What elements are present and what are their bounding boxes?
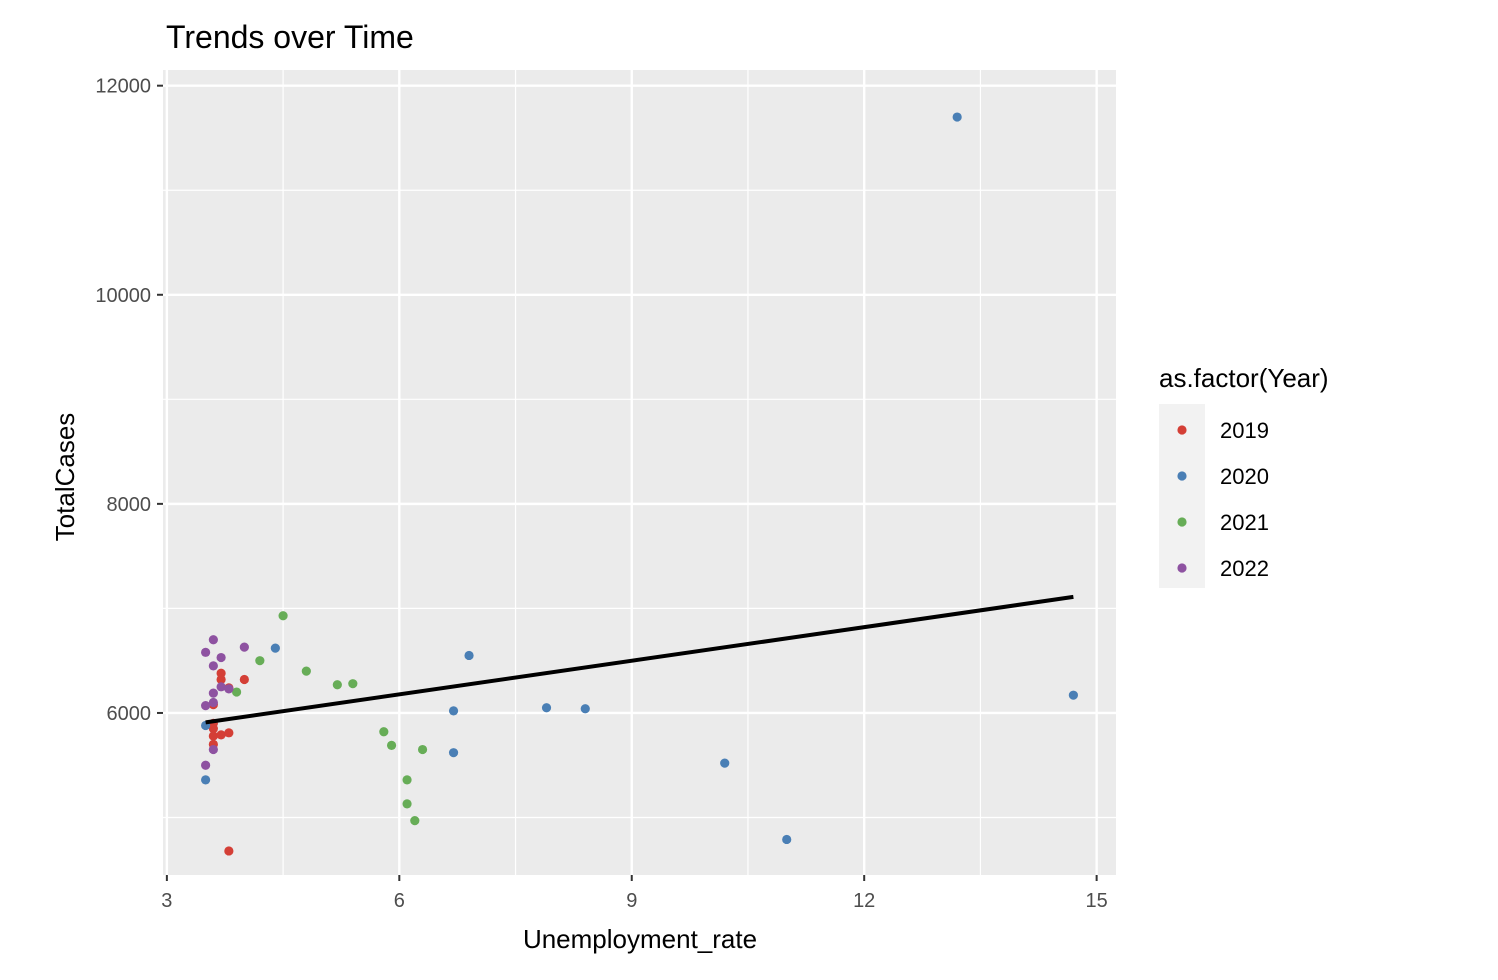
chart-title: Trends over Time bbox=[166, 19, 414, 55]
data-point-2021 bbox=[402, 775, 412, 785]
data-point-2020 bbox=[448, 706, 459, 716]
data-point-2021 bbox=[417, 744, 428, 755]
data-point-2021 bbox=[348, 679, 358, 689]
data-point-2022 bbox=[201, 760, 211, 770]
data-point-2021 bbox=[386, 740, 397, 750]
x-tick-label: 9 bbox=[626, 890, 637, 912]
data-point-2019 bbox=[208, 731, 218, 741]
data-point-2022 bbox=[208, 697, 218, 708]
data-points bbox=[201, 112, 1078, 856]
x-axis: 3 6 9 12 15 bbox=[161, 875, 1108, 912]
data-point-2020 bbox=[580, 704, 590, 714]
y-tick-label: 10000 bbox=[95, 285, 151, 307]
x-tick-label: 6 bbox=[394, 890, 405, 912]
data-point-2019 bbox=[216, 730, 226, 740]
data-point-2022 bbox=[239, 642, 249, 652]
legend-label-2022: 2022 bbox=[1220, 556, 1269, 581]
data-point-2021 bbox=[402, 799, 412, 809]
data-point-2019 bbox=[224, 846, 234, 856]
data-point-2022 bbox=[208, 744, 218, 755]
y-axis: 6000 8000 10000 12000 bbox=[95, 76, 163, 725]
legend-title: as.factor(Year) bbox=[1159, 363, 1329, 393]
data-point-2022 bbox=[216, 652, 226, 663]
data-point-2020 bbox=[464, 650, 474, 661]
legend: as.factor(Year) 2019 2020 2021 2022 bbox=[1159, 363, 1329, 588]
data-point-2021 bbox=[232, 687, 242, 697]
legend-key-background bbox=[1159, 404, 1205, 588]
x-tick-label: 15 bbox=[1086, 890, 1108, 912]
data-point-2019 bbox=[224, 728, 234, 738]
data-point-2022 bbox=[208, 688, 218, 698]
legend-label-2020: 2020 bbox=[1220, 464, 1269, 489]
data-point-2020 bbox=[541, 703, 552, 713]
legend-label-2019: 2019 bbox=[1220, 418, 1269, 443]
data-point-2019 bbox=[216, 674, 226, 685]
legend-label-2021: 2021 bbox=[1220, 510, 1269, 535]
data-point-2020 bbox=[720, 758, 730, 768]
legend-key-2022 bbox=[1177, 563, 1187, 573]
data-point-2022 bbox=[208, 661, 218, 671]
data-point-2020 bbox=[1068, 690, 1078, 700]
x-axis-title: Unemployment_rate bbox=[523, 924, 757, 954]
data-point-2020 bbox=[782, 834, 792, 845]
data-point-2021 bbox=[301, 666, 311, 676]
data-point-2022 bbox=[201, 647, 211, 657]
data-point-2021 bbox=[379, 727, 389, 737]
data-point-2021 bbox=[278, 611, 288, 621]
legend-key-2021 bbox=[1177, 517, 1187, 527]
legend-key-2019 bbox=[1177, 425, 1187, 435]
data-point-2021 bbox=[332, 680, 342, 690]
data-point-2022 bbox=[208, 635, 218, 645]
minor-gridlines bbox=[163, 70, 1116, 875]
major-gridlines bbox=[163, 70, 1116, 875]
data-point-2020 bbox=[270, 643, 280, 653]
x-tick-label: 12 bbox=[853, 890, 875, 912]
data-point-2021 bbox=[255, 656, 265, 666]
y-tick-label: 6000 bbox=[107, 703, 152, 725]
data-point-2021 bbox=[410, 816, 420, 826]
y-axis-title: TotalCases bbox=[50, 413, 80, 542]
trend-line-group bbox=[205, 594, 1074, 725]
data-point-2019 bbox=[239, 674, 249, 685]
data-point-2022 bbox=[224, 684, 234, 694]
y-tick-label: 12000 bbox=[95, 76, 151, 98]
data-point-2022 bbox=[201, 701, 211, 711]
legend-key-2020 bbox=[1177, 471, 1187, 481]
data-point-2020 bbox=[952, 112, 962, 122]
y-tick-label: 8000 bbox=[107, 494, 152, 516]
x-tick-label: 3 bbox=[161, 890, 172, 912]
data-point-2022 bbox=[216, 682, 226, 692]
plot-panel bbox=[163, 70, 1116, 875]
data-point-2020 bbox=[448, 748, 459, 758]
trend-line bbox=[205, 594, 1074, 725]
data-point-2020 bbox=[201, 775, 211, 785]
